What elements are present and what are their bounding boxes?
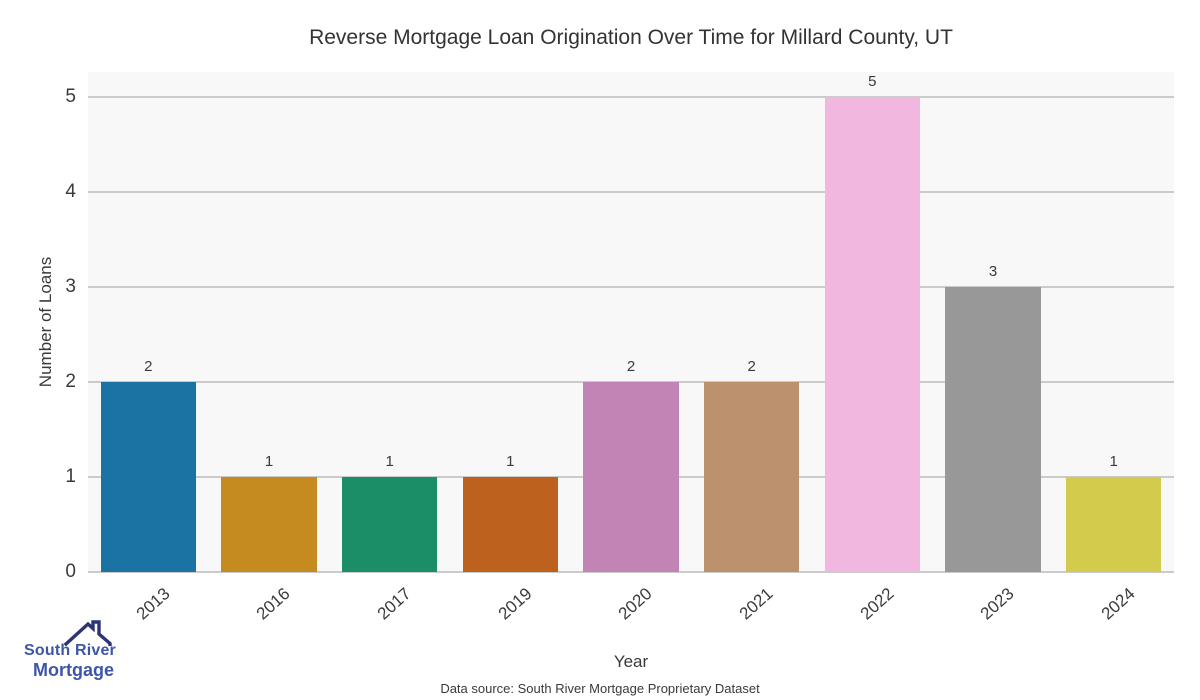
- bar-slot-2013: 2: [88, 72, 209, 572]
- x-tick-2013: 2013: [132, 584, 174, 624]
- bar-value-label-2023: 3: [988, 262, 998, 280]
- bar-slot-2016: 1: [209, 72, 330, 572]
- bar-2024: [1065, 476, 1162, 572]
- x-tick-2022: 2022: [856, 584, 898, 624]
- bar-value-label-2019: 1: [506, 452, 515, 470]
- bar-value-label-2013: 2: [144, 357, 153, 375]
- bar-value-label-2022: 5: [868, 72, 877, 90]
- bar-slot-2020: 2: [571, 72, 692, 572]
- bar-slot-2017: 1: [329, 72, 450, 572]
- south-river-mortgage-logo: South River Mortgage: [20, 620, 116, 684]
- bar-2023: [945, 286, 1041, 572]
- y-tick-2: 2: [65, 370, 76, 392]
- logo-text-line2: Mortgage: [33, 660, 114, 680]
- x-tick-2019: 2019: [494, 584, 536, 624]
- bar-value-label-2021: 2: [747, 357, 756, 375]
- bar-slot-2019: 1: [450, 72, 571, 572]
- y-axis-title: Number of Loans: [36, 256, 55, 388]
- plot-area: 2 1 1 1 2 2 5 3 1: [88, 72, 1174, 573]
- bar-2019: [462, 476, 558, 572]
- x-tick-2023: 2023: [976, 584, 1018, 624]
- bar-slot-2022: 5: [812, 72, 933, 572]
- bar-2013: [100, 381, 196, 572]
- bar-value-label-2024: 1: [1109, 452, 1118, 470]
- bar-slot-2023: 3: [933, 72, 1054, 572]
- gridline-y-4: [88, 190, 1174, 193]
- x-tick-2024: 2024: [1097, 584, 1139, 624]
- gridline-y-0: [88, 571, 1174, 573]
- x-tick-2016: 2016: [252, 584, 294, 624]
- bar-2022: [824, 96, 920, 572]
- chart-title: Reverse Mortgage Loan Origination Over T…: [309, 26, 953, 49]
- bar-2016: [221, 476, 317, 572]
- bar-slot-2024: 1: [1053, 72, 1174, 572]
- gridline-y-5: [88, 95, 1174, 98]
- x-tick-2020: 2020: [614, 584, 656, 624]
- gridline-y-3: [88, 285, 1174, 288]
- bar-value-label-2016: 1: [264, 452, 274, 470]
- y-tick-3: 3: [65, 275, 76, 297]
- y-tick-0: 0: [65, 561, 76, 582]
- logo-text-line1: South River: [24, 642, 116, 659]
- house-roof-icon: [64, 620, 112, 646]
- data-source-caption: Data source: South River Mortgage Propri…: [440, 681, 760, 696]
- y-tick-4: 4: [65, 180, 76, 202]
- y-axis-tick-labels: 0 1 2 3 4 5: [0, 72, 76, 582]
- x-axis-tick-labels: 2013 2016 2017 2019 2020 2021 2022 2023 2024: [88, 576, 1174, 640]
- x-axis-title: Year: [613, 652, 649, 671]
- bar-value-label-2020: 2: [626, 357, 636, 375]
- bar-2017: [341, 476, 438, 572]
- bar-2020: [583, 381, 679, 572]
- x-tick-2021: 2021: [735, 584, 777, 624]
- bar-2021: [703, 381, 800, 572]
- y-tick-1: 1: [65, 465, 76, 487]
- x-tick-2017: 2017: [373, 584, 415, 624]
- y-tick-5: 5: [65, 85, 76, 107]
- bar-slot-2021: 2: [691, 72, 812, 572]
- bar-value-label-2017: 1: [385, 452, 394, 470]
